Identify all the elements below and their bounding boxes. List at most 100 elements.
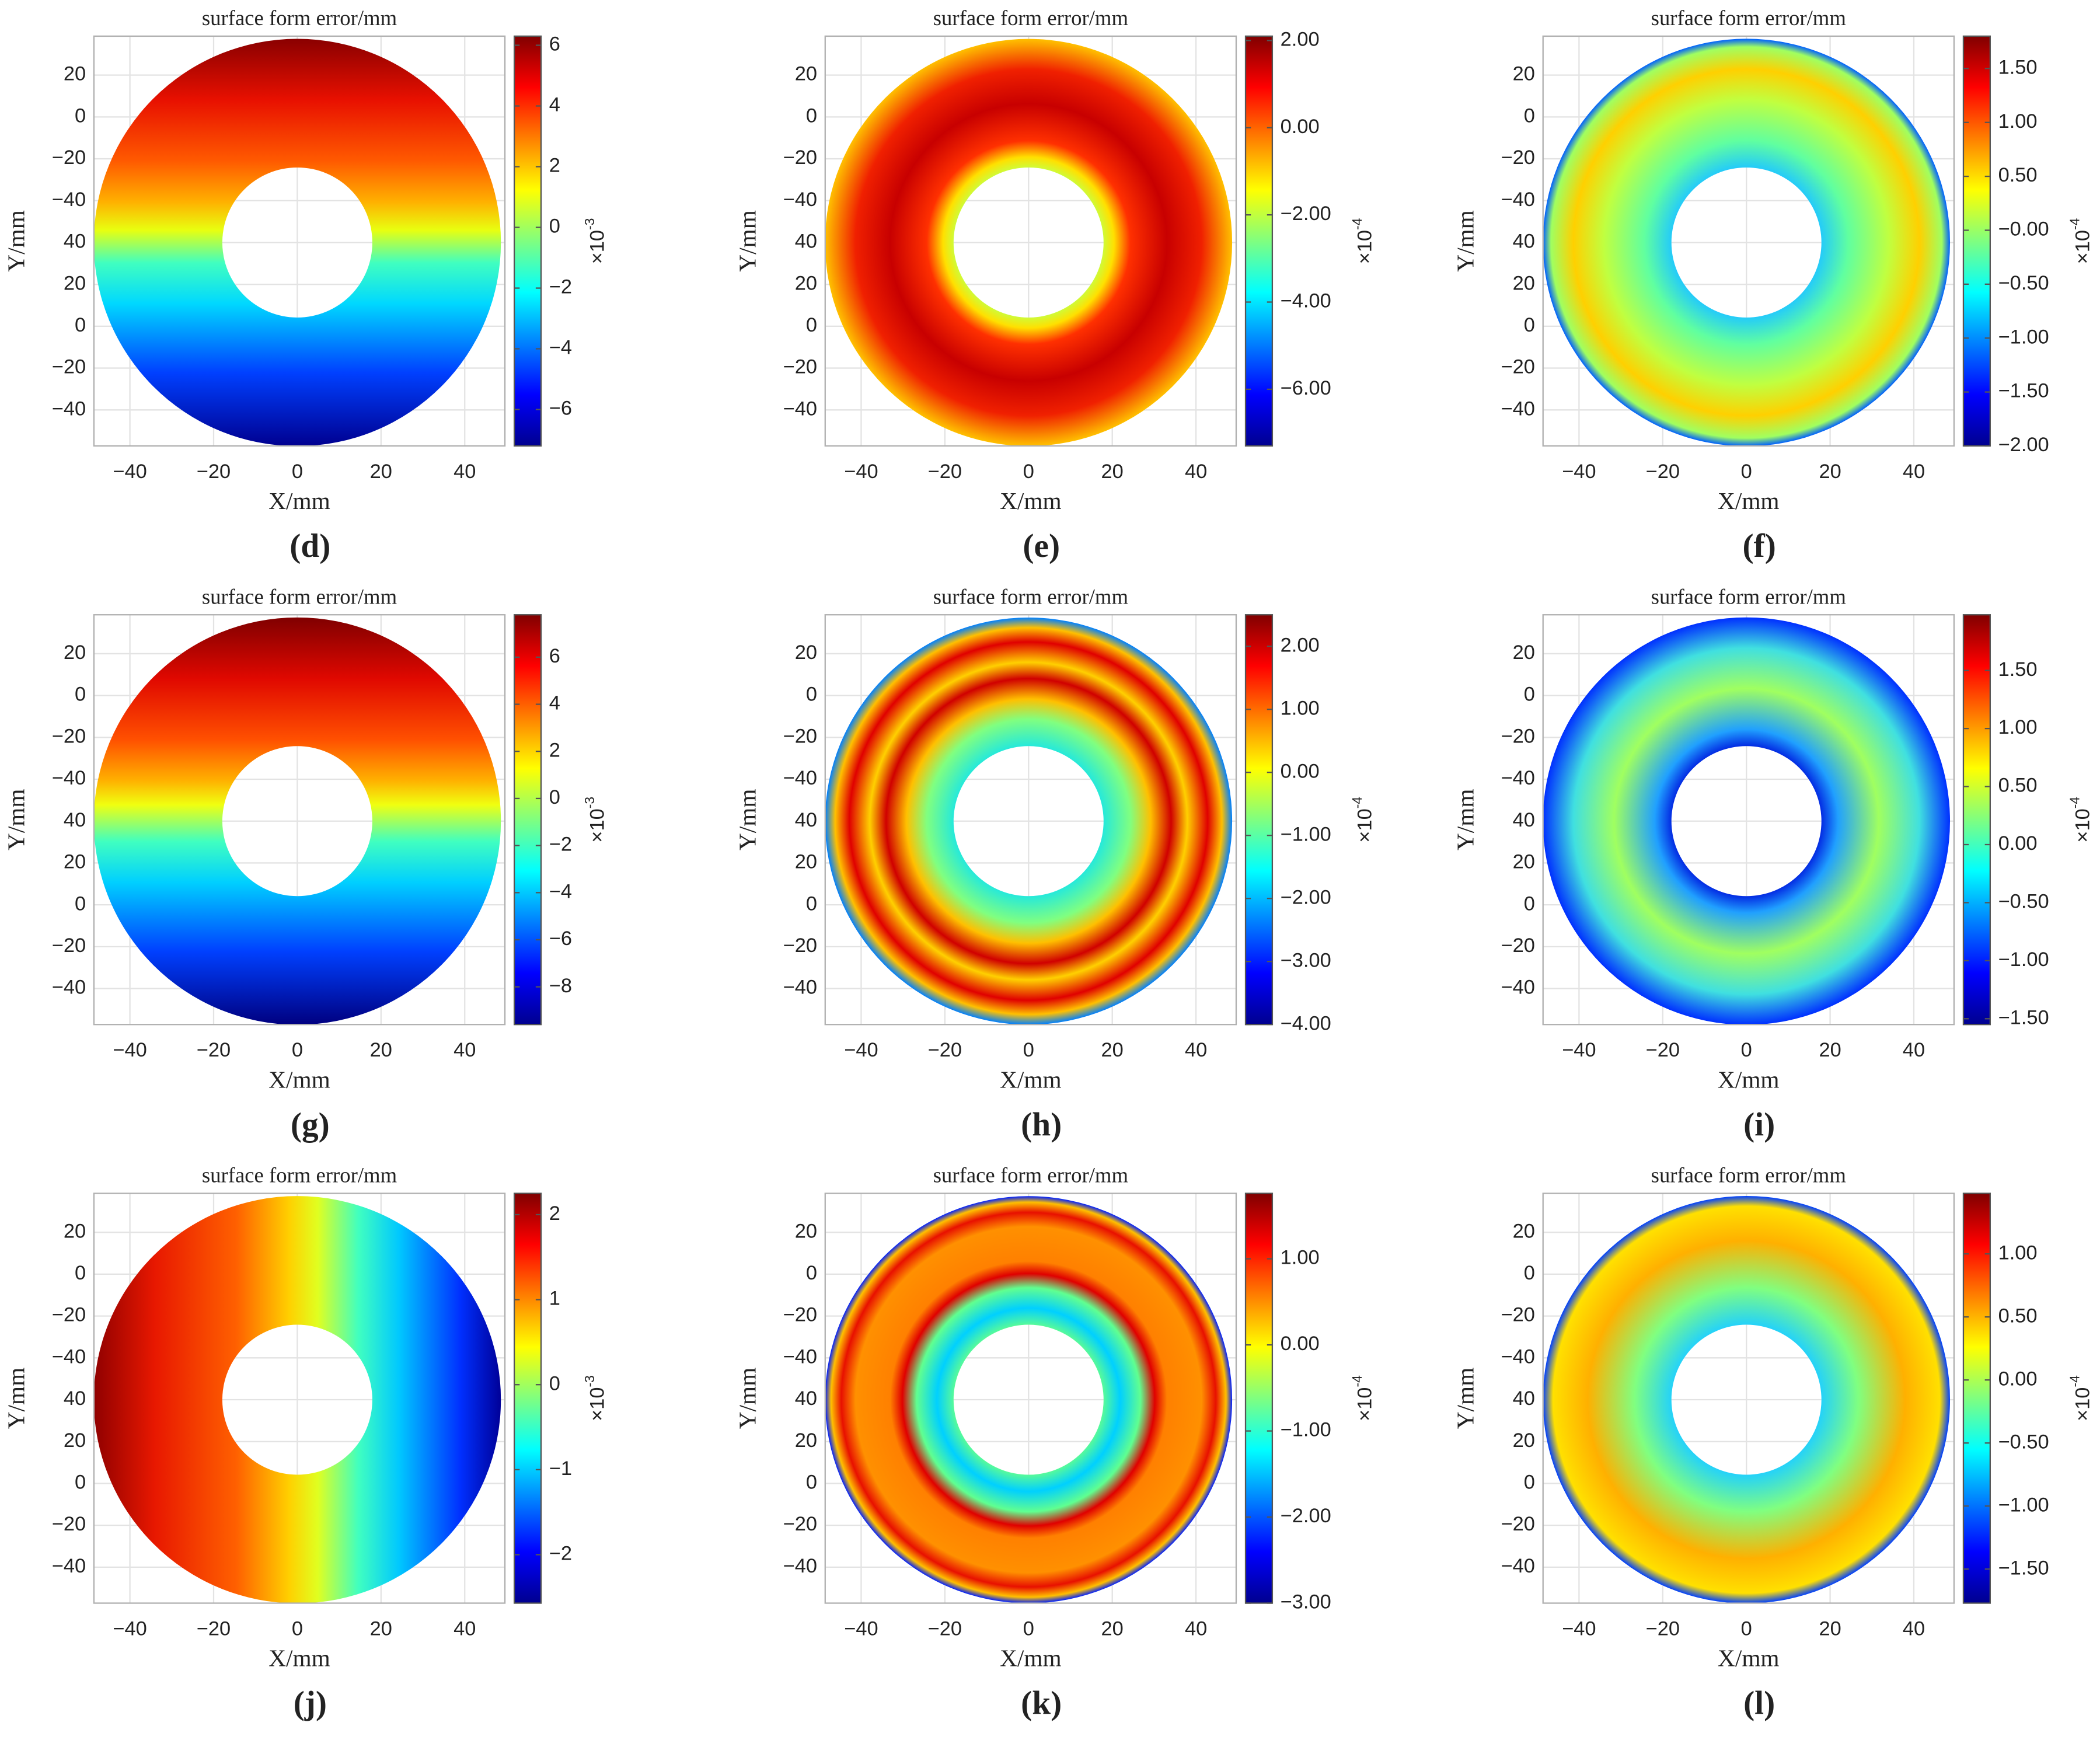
colorbar: [513, 35, 542, 447]
x-tick-label: −20: [928, 461, 962, 483]
colorbar-tick-label: 0.00: [1998, 832, 2038, 855]
y-tick-label: −20: [783, 356, 817, 378]
exponent-power: -4: [1349, 218, 1365, 230]
colorbar-tick-label: −1.50: [1998, 1557, 2049, 1579]
y-tick-label: 0: [806, 1262, 817, 1284]
colorbar-tick-label: 1.50: [1998, 658, 2038, 681]
y-tick-label: −20: [783, 934, 817, 957]
y-tick-label: −20: [52, 1513, 86, 1535]
chart-title: surface form error/mm: [1651, 1163, 1846, 1187]
panel: surface form error/mm−40 −20 0 20 40200−20−4…: [1452, 1163, 2094, 1722]
x-axis-label: X/mm: [268, 1066, 330, 1093]
x-tick-label: 0: [1023, 1039, 1034, 1061]
colorbar-tick-label: −1.00: [1281, 823, 1331, 845]
x-tick-label: −20: [928, 1039, 962, 1061]
x-tick-label: 20: [1101, 461, 1124, 483]
y-tick-label: −40: [52, 767, 86, 789]
x-axis-label: X/mm: [268, 1645, 330, 1672]
y-tick-label: −40: [783, 397, 817, 420]
y-tick-label: −20: [52, 356, 86, 378]
axes-box: [824, 614, 1237, 1026]
x-axis-label: X/mm: [1718, 1066, 1780, 1093]
y-tick-label: 0: [806, 892, 817, 915]
colorbar-tick-label: −2: [549, 834, 572, 856]
colorbar-tick-label: 0.00: [1998, 1368, 2038, 1390]
x-tick-label: 20: [370, 1618, 392, 1640]
x-tick-label: −40: [844, 461, 878, 483]
axes-box: [1542, 35, 1955, 447]
y-tick-label: 0: [75, 1471, 86, 1494]
panel-label: (e): [1023, 528, 1060, 564]
colorbar-tick-label: 1.50: [1998, 56, 2038, 78]
x-tick-label: 40: [1903, 1039, 1925, 1061]
colorbar-tick-label: 6: [549, 645, 560, 667]
x-tick-label: 20: [370, 1039, 392, 1061]
y-tick-label: 20: [64, 63, 86, 85]
y-tick-label: 40: [1513, 1387, 1535, 1410]
y-tick-label: −40: [1501, 189, 1535, 211]
colorbar-tick-label: 0: [549, 1372, 560, 1394]
y-tick-label: 40: [795, 1387, 817, 1410]
colorbar-tick-label: −0.50: [1998, 1431, 2049, 1453]
y-tick-label: 20: [1513, 1429, 1535, 1452]
colorbar-exponent: ×10-4: [1349, 797, 1376, 843]
colorbar-tick-label: −2.00: [1998, 434, 2049, 456]
x-tick-label: 0: [292, 1039, 303, 1061]
x-tick-label: 40: [454, 461, 476, 483]
chart-title: surface form error/mm: [202, 6, 397, 30]
x-axis-label: X/mm: [1718, 1645, 1780, 1672]
surface: [1543, 39, 1951, 447]
exponent-power: -3: [582, 1375, 597, 1387]
x-tick-label: 40: [1185, 1039, 1207, 1061]
colorbar-exponent: ×10-3: [582, 797, 609, 843]
y-tick-label: 20: [795, 1220, 817, 1242]
chart-title: surface form error/mm: [933, 1163, 1128, 1187]
panel: surface form error/mm−40 −20 0 20 40200−20−4…: [3, 6, 609, 564]
y-tick-label: 20: [795, 641, 817, 664]
y-tick-label: 20: [795, 851, 817, 873]
colorbar-tick-label: 1.00: [1281, 1247, 1320, 1269]
y-tick-label: 20: [795, 272, 817, 294]
y-tick-label: 0: [75, 684, 86, 706]
colorbar: [1962, 35, 1991, 447]
colorbar: [1244, 35, 1274, 447]
x-tick-label: −20: [1646, 1618, 1680, 1640]
x-tick-label: −40: [844, 1618, 878, 1640]
colorbar-exponent: ×10-3: [582, 218, 609, 264]
chart-title: surface form error/mm: [1651, 584, 1846, 608]
y-tick-label: 20: [1513, 63, 1535, 85]
y-tick-label: 20: [795, 63, 817, 85]
exponent-power: -4: [2067, 797, 2082, 809]
x-tick-label: −40: [1562, 461, 1596, 483]
exponent-base: ×10: [1354, 808, 1376, 842]
colorbar-tick-label: 1.00: [1281, 697, 1320, 719]
x-tick-label: 0: [1023, 1618, 1034, 1640]
y-tick-label: 0: [1524, 1262, 1535, 1284]
y-tick-label: 0: [806, 104, 817, 127]
y-tick-label: −20: [52, 725, 86, 747]
colorbar-tick-label: 0.00: [1281, 760, 1320, 782]
y-tick-label: −20: [1501, 1513, 1535, 1535]
y-tick-label: −40: [52, 1555, 86, 1577]
panel: surface form error/mm−40 −20 0 20 40200−20−4…: [3, 1163, 609, 1722]
x-tick-label: 0: [1741, 1618, 1752, 1640]
colorbar-tick-label: 2: [549, 1202, 560, 1225]
colorbar: [1244, 614, 1274, 1026]
x-tick-label: −40: [113, 461, 146, 483]
exponent-base: ×10: [587, 808, 609, 842]
exponent-base: ×10: [2072, 1387, 2094, 1421]
chart-title: surface form error/mm: [202, 1163, 397, 1187]
exponent-power: -4: [2067, 1375, 2082, 1387]
panel-label: (g): [291, 1106, 330, 1143]
y-tick-label: 40: [64, 1387, 86, 1410]
x-tick-label: −40: [1562, 1618, 1596, 1640]
surface: [93, 39, 501, 447]
y-tick-label: −40: [1501, 397, 1535, 420]
panel-label: (d): [289, 528, 330, 564]
colorbar-tick-label: −1.00: [1998, 326, 2049, 348]
colorbar-tick-label: −0.00: [1998, 218, 2049, 240]
y-tick-label: 20: [64, 1220, 86, 1242]
y-tick-label: 0: [1524, 1471, 1535, 1494]
chart-title: surface form error/mm: [933, 584, 1128, 608]
